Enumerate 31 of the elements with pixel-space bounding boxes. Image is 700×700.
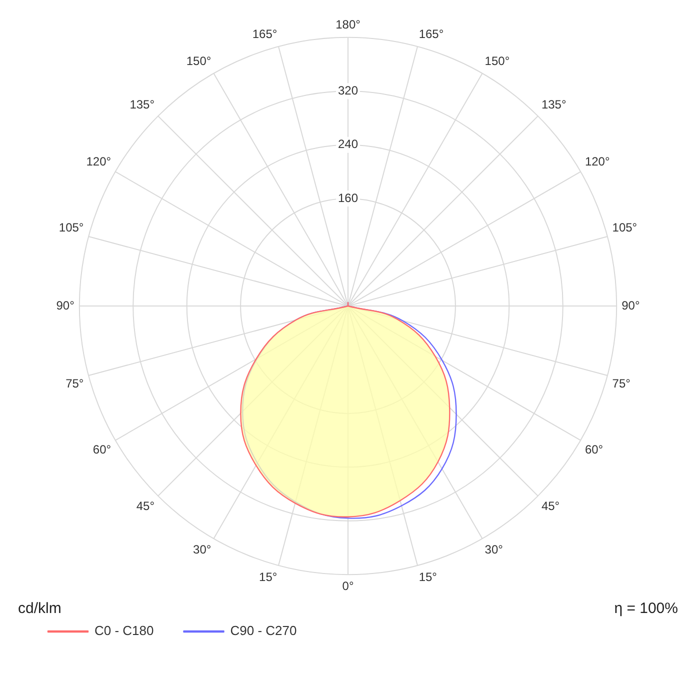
spoke-label: 135° xyxy=(541,98,566,112)
spoke-label: 150° xyxy=(484,54,510,68)
spoke-label: 120° xyxy=(584,154,610,168)
spoke-label: 75° xyxy=(612,376,631,390)
spoke-label: 60° xyxy=(92,442,112,456)
spoke-label: 30° xyxy=(193,542,212,556)
spoke-label: 90° xyxy=(622,298,640,312)
spoke-label: 135° xyxy=(130,98,155,112)
spoke-label: 105° xyxy=(58,220,84,234)
spoke-label: 15° xyxy=(259,570,278,584)
spoke-label: 120° xyxy=(86,154,112,168)
spoke-label: 165° xyxy=(418,26,444,41)
spoke-label: 45° xyxy=(136,498,155,513)
spoke-label: 90° xyxy=(56,298,75,312)
text: η = 100% xyxy=(614,600,678,618)
y-tick-label: 320 xyxy=(338,83,358,98)
y-tick-label: 240 xyxy=(338,137,358,152)
spoke-label: 30° xyxy=(484,542,504,556)
spoke-label: 15° xyxy=(418,570,438,584)
spoke-label: 75° xyxy=(66,376,84,390)
legend-label: C0 - C180 xyxy=(94,623,154,638)
spoke-label: 45° xyxy=(541,498,560,513)
spoke-label: 105° xyxy=(612,220,638,234)
spoke-label: 150° xyxy=(186,54,212,68)
spoke-label: 180° xyxy=(336,18,361,32)
y-tick-label: 160 xyxy=(338,190,358,205)
spoke-label: 0° xyxy=(342,579,354,594)
text: cd/klm xyxy=(18,600,62,618)
spoke-label: 60° xyxy=(584,442,604,456)
legend-label: C90 - C270 xyxy=(230,623,297,638)
spoke-label: 165° xyxy=(252,26,278,41)
